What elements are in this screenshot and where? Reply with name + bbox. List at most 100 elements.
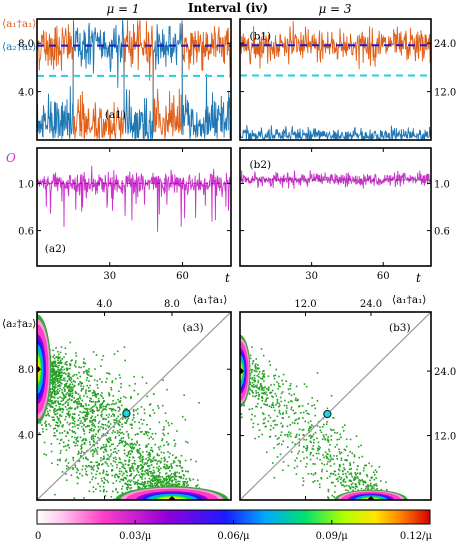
density-speck xyxy=(67,444,70,446)
density-speck xyxy=(97,431,100,433)
density-speck xyxy=(65,415,67,418)
density-speck xyxy=(380,488,383,491)
density-speck xyxy=(274,392,277,395)
density-speck xyxy=(251,390,254,392)
density-speck xyxy=(362,483,365,486)
density-speck xyxy=(143,473,146,476)
density-speck xyxy=(120,439,122,442)
density-speck xyxy=(110,415,113,417)
density-speck xyxy=(89,375,92,377)
density-speck xyxy=(158,474,160,477)
density-speck xyxy=(48,399,51,401)
density-speck xyxy=(84,439,87,442)
density-speck xyxy=(104,448,106,451)
density-speck xyxy=(103,482,105,484)
density-speck xyxy=(67,412,69,415)
density-speck xyxy=(175,478,177,481)
density-speck xyxy=(136,467,139,470)
density-speck xyxy=(317,441,320,444)
density-speck xyxy=(102,423,105,426)
density-speck xyxy=(270,406,273,409)
density-speck xyxy=(102,444,105,446)
density-speck xyxy=(322,434,325,436)
density-speck xyxy=(268,360,271,363)
density-speck xyxy=(61,432,64,434)
density-speck xyxy=(180,454,183,457)
density-speck xyxy=(168,465,170,468)
density-speck xyxy=(146,431,149,433)
density-speck xyxy=(150,471,153,473)
density-speck xyxy=(336,457,338,460)
density-speck xyxy=(106,479,108,482)
density-speck xyxy=(156,463,158,465)
density-speck xyxy=(67,385,69,388)
density-speck xyxy=(86,411,88,414)
density-speck xyxy=(110,387,112,389)
density-speck xyxy=(341,469,344,472)
density-speck xyxy=(118,420,121,423)
density-speck xyxy=(69,388,71,390)
density-speck xyxy=(312,433,315,436)
density-speck xyxy=(65,449,68,451)
density-speck xyxy=(136,432,139,435)
density-speck xyxy=(269,416,272,419)
density-speck xyxy=(278,442,280,445)
density-speck xyxy=(121,442,123,444)
density-speck xyxy=(94,416,97,418)
density-speck xyxy=(257,435,260,438)
density-speck xyxy=(59,387,61,390)
density-speck xyxy=(85,391,87,393)
density-speck xyxy=(181,466,184,469)
density-speck xyxy=(64,379,66,382)
density-speck xyxy=(132,416,135,419)
density-speck xyxy=(158,469,161,471)
density-speck xyxy=(47,414,49,416)
density-speck xyxy=(158,479,160,482)
density-speck xyxy=(324,451,327,453)
density-speck xyxy=(70,388,72,391)
density-speck xyxy=(104,423,107,426)
density-speck xyxy=(70,390,72,392)
ytick-label-a1: 8.0 xyxy=(18,39,34,50)
density-speck xyxy=(67,466,70,469)
density-speck xyxy=(53,354,56,357)
density-speck xyxy=(275,403,277,406)
density-speck xyxy=(122,463,124,466)
density-speck xyxy=(144,430,147,433)
density-speck xyxy=(59,351,62,354)
density-speck xyxy=(118,390,120,393)
density-speck xyxy=(349,450,351,453)
density-speck xyxy=(81,468,84,471)
density-speck xyxy=(170,463,172,465)
density-speck xyxy=(100,411,103,413)
density-speck xyxy=(78,371,80,374)
density-speck xyxy=(77,469,79,472)
density-speck xyxy=(53,409,55,412)
density-speck xyxy=(81,443,83,446)
density-speck xyxy=(332,473,334,475)
density-speck xyxy=(121,466,123,468)
density-speck xyxy=(122,465,125,467)
density-speck xyxy=(166,460,169,463)
density-speck xyxy=(273,409,276,412)
density-speck xyxy=(87,408,89,410)
density-speck xyxy=(265,451,268,454)
density-speck xyxy=(340,457,343,460)
density-speck xyxy=(118,457,121,459)
density-speck xyxy=(130,395,132,398)
density-speck xyxy=(137,450,140,453)
density-speck xyxy=(61,382,63,385)
density-speck xyxy=(310,441,312,444)
plot-area-b2 xyxy=(240,170,431,189)
density-speck xyxy=(53,370,56,373)
density-speck xyxy=(45,423,48,426)
density-speck xyxy=(273,476,276,479)
density-speck xyxy=(80,425,83,428)
density-speck xyxy=(140,418,143,421)
density-speck xyxy=(92,434,94,436)
density-speck xyxy=(102,408,105,410)
density-speck xyxy=(99,394,102,396)
density-speck xyxy=(263,389,265,392)
density-speck xyxy=(118,374,121,376)
density-speck xyxy=(262,370,264,373)
